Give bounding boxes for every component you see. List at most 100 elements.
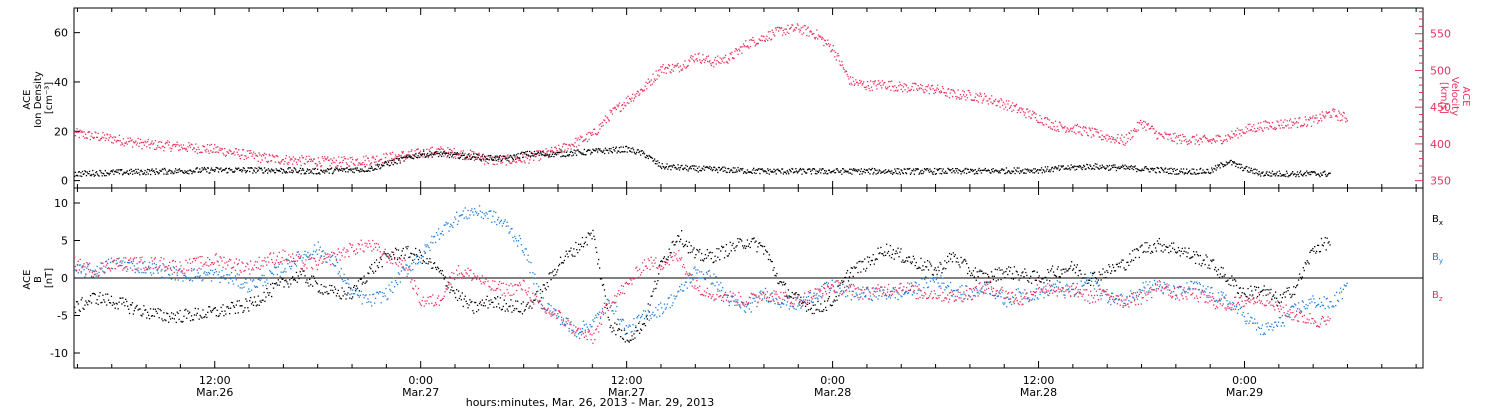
data-point xyxy=(731,51,733,53)
data-point xyxy=(543,284,545,286)
data-point xyxy=(638,151,640,154)
data-point xyxy=(375,164,377,166)
data-point xyxy=(677,164,679,166)
data-point xyxy=(1184,172,1186,174)
data-point xyxy=(830,305,832,307)
data-point xyxy=(1207,168,1209,171)
data-point xyxy=(579,135,582,137)
data-point xyxy=(212,151,214,153)
data-point xyxy=(859,170,862,173)
data-point xyxy=(547,150,550,152)
data-point xyxy=(226,172,228,174)
data-point xyxy=(435,266,437,269)
data-point xyxy=(311,172,313,174)
data-point xyxy=(227,171,229,174)
data-point xyxy=(116,262,118,264)
data-point xyxy=(1214,269,1216,271)
data-point xyxy=(513,309,515,312)
data-point xyxy=(434,262,436,264)
data-point xyxy=(1309,251,1311,253)
data-point xyxy=(214,151,216,153)
data-point xyxy=(1175,137,1177,139)
data-point xyxy=(1221,164,1224,166)
data-point xyxy=(934,267,936,269)
data-point xyxy=(150,169,153,171)
data-point xyxy=(866,169,868,171)
data-point xyxy=(661,66,663,68)
data-point xyxy=(705,166,707,168)
data-point xyxy=(909,261,912,263)
data-point xyxy=(588,138,590,141)
data-point xyxy=(769,168,771,171)
data-point xyxy=(279,281,281,283)
data-point xyxy=(452,153,454,155)
data-point xyxy=(157,272,159,274)
data-point xyxy=(1076,125,1078,127)
data-point xyxy=(666,258,668,261)
data-point xyxy=(1001,168,1003,170)
data-point xyxy=(961,96,963,98)
data-point xyxy=(1039,281,1041,283)
data-point xyxy=(925,85,927,88)
data-point xyxy=(325,158,327,161)
data-point xyxy=(1289,174,1292,176)
data-point xyxy=(1148,171,1150,173)
data-point xyxy=(394,162,397,164)
data-point xyxy=(936,168,938,170)
data-point xyxy=(165,141,167,144)
data-point xyxy=(1050,128,1052,130)
data-point xyxy=(465,157,468,159)
data-point xyxy=(179,309,181,312)
data-point xyxy=(387,160,389,162)
data-point xyxy=(398,154,400,156)
data-point xyxy=(770,170,772,173)
data-point xyxy=(203,316,205,319)
data-point xyxy=(610,324,612,327)
data-point xyxy=(523,152,525,154)
data-point xyxy=(1037,169,1039,171)
data-point xyxy=(749,246,751,249)
data-point xyxy=(849,76,852,78)
data-point xyxy=(227,151,229,153)
data-point xyxy=(394,154,397,156)
data-point xyxy=(281,159,284,161)
data-point xyxy=(447,155,449,157)
data-point xyxy=(205,274,207,276)
data-point xyxy=(1125,268,1127,271)
data-point xyxy=(614,147,617,149)
data-point xyxy=(574,255,576,257)
data-point xyxy=(498,156,500,159)
data-point xyxy=(427,155,429,157)
data-point xyxy=(554,268,556,271)
data-point xyxy=(1187,252,1189,254)
data-point xyxy=(1217,134,1219,136)
data-point xyxy=(340,298,342,300)
data-point xyxy=(1207,267,1209,269)
data-point xyxy=(1058,130,1060,132)
data-point xyxy=(944,92,946,94)
data-point xyxy=(91,270,94,272)
data-point xyxy=(987,169,990,171)
data-point xyxy=(723,257,726,259)
data-point xyxy=(1204,263,1206,266)
data-point xyxy=(241,287,243,289)
data-point xyxy=(1274,128,1277,130)
data-point xyxy=(680,69,682,71)
data-point xyxy=(877,171,880,173)
data-point xyxy=(944,260,946,262)
data-point xyxy=(959,94,962,96)
data-point xyxy=(1030,117,1033,119)
data-point xyxy=(263,172,265,174)
data-point xyxy=(297,159,299,161)
data-point xyxy=(128,308,130,310)
data-point xyxy=(1313,250,1315,252)
data-point xyxy=(88,170,91,172)
data-point xyxy=(547,285,549,288)
data-point xyxy=(561,150,563,152)
data-point xyxy=(885,88,887,90)
data-point xyxy=(1081,134,1083,137)
data-point xyxy=(89,300,91,303)
data-point xyxy=(1235,165,1237,167)
data-point xyxy=(210,280,213,282)
data-point xyxy=(807,168,809,170)
